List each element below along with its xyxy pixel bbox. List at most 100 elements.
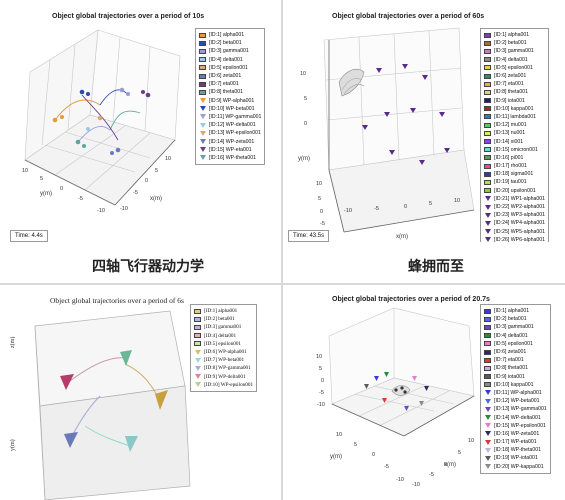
color-swatch <box>484 365 491 371</box>
legend-label: [ID:7] WP-beta001 <box>204 357 245 364</box>
z-axis-label: z(m) <box>9 337 16 348</box>
x-tick: -5 <box>133 190 138 196</box>
color-swatch <box>484 130 491 136</box>
legend-entry: [ID:19] tau001 <box>484 178 545 186</box>
triangle-marker-icon <box>195 374 201 380</box>
legend-label: [ID:16] WP-theta001 <box>209 154 256 161</box>
triangle-marker-icon <box>200 122 206 128</box>
legend-label: [ID:24] WP4-alpha001 <box>494 220 546 227</box>
color-swatch <box>484 147 491 153</box>
legend-label: [ID:10] WP-epsilon001 <box>204 381 254 388</box>
legend-entry: [ID:1] alpha001 <box>194 307 253 315</box>
triangle-marker-icon <box>485 220 491 226</box>
drone-markers <box>394 386 407 394</box>
color-swatch <box>199 40 206 46</box>
color-swatch <box>484 89 491 95</box>
waypoint-markers <box>364 372 429 411</box>
color-swatch <box>194 316 201 322</box>
quadrotor-markers <box>52 87 151 155</box>
legend-label: [ID:12] mu001 <box>494 122 527 129</box>
legend-entry: [ID:22] WP2-alpha001 <box>484 203 545 211</box>
triangle-marker-icon <box>195 349 201 355</box>
z-tick: 10 <box>316 354 322 360</box>
legend-label: [ID:2] beta001 <box>494 40 527 47</box>
legend-entry: [ID:14] WP-zeta001 <box>199 137 261 145</box>
legend-label: [ID:1] alpha001 <box>209 32 245 39</box>
triangle-marker-icon <box>485 196 491 202</box>
z-tick: 10 <box>300 71 306 77</box>
x-tick: 0 <box>444 462 447 468</box>
legend-entry: [ID:14] xi001 <box>484 137 545 145</box>
panel-title: Object global trajectories over a period… <box>52 13 205 20</box>
legend-entry: [ID:13] WP-gamma001 <box>484 405 547 413</box>
panel-6s: Object global trajectories over a period… <box>0 286 280 500</box>
legend-entry: [ID:12] WP-beta001 <box>484 397 547 405</box>
y-tick: -5 <box>320 221 325 227</box>
legend-label: [ID:13] WP-gamma001 <box>494 406 547 413</box>
triangle-marker-icon <box>195 357 201 363</box>
legend-entry: [ID:11] WP-gamma001 <box>199 113 261 121</box>
triangle-marker-icon <box>200 130 206 136</box>
panel-title: Object global trajectories over a period… <box>50 296 184 305</box>
color-swatch <box>199 73 206 79</box>
triangle-marker-icon <box>200 106 206 112</box>
legend-label: [ID:4] delta001 <box>204 332 237 339</box>
legend-entry: [ID:7] eta001 <box>484 80 545 88</box>
legend-entry: [ID:21] WP1-alpha001 <box>484 195 545 203</box>
legend-label: [ID:3] gamma001 <box>209 48 249 55</box>
legend-label: [ID:1] alpha001 <box>494 308 530 315</box>
color-swatch <box>484 32 491 38</box>
legend-entry: [ID:13] nu001 <box>484 129 545 137</box>
y-tick: 5 <box>354 442 357 448</box>
triangle-marker-icon <box>195 365 201 371</box>
legend-label: [ID:15] omicron001 <box>494 146 538 153</box>
legend-entry: [ID:7] WP-beta001 <box>194 356 253 364</box>
x-tick: 0 <box>145 178 148 184</box>
legend-entry: [ID:16] WP-zeta001 <box>484 430 547 438</box>
triangle-marker-icon <box>485 464 491 470</box>
legend-label: [ID:9] iota001 <box>494 373 525 380</box>
legend-entry: [ID:16] pi001 <box>484 154 545 162</box>
legend-label: [ID:16] pi001 <box>494 154 524 161</box>
legend-entry: [ID:24] WP4-alpha001 <box>484 219 545 227</box>
color-swatch <box>484 341 491 347</box>
legend-label: [ID:1] alpha001 <box>494 32 530 39</box>
legend-entry: [ID:1] alpha001 <box>484 31 545 39</box>
legend-entry: [ID:11] WP-alpha001 <box>484 389 547 397</box>
y-tick: 0 <box>320 209 323 215</box>
legend-entry: [ID:8] theta001 <box>199 88 261 96</box>
legend-entry: [ID:9] iota001 <box>484 97 545 105</box>
legend-label: [ID:8] theta001 <box>494 89 529 96</box>
legend-label: [ID:19] tau001 <box>494 179 527 186</box>
legend-entry: [ID:16] WP-theta001 <box>199 154 261 162</box>
triangle-marker-icon <box>485 423 491 429</box>
legend-label: [ID:15] WP-epsilon001 <box>494 422 546 429</box>
legend-entry: [ID:3] gamma001 <box>194 323 253 331</box>
color-swatch <box>199 48 206 54</box>
triangle-marker-icon <box>485 455 491 461</box>
legend-entry: [ID:7] eta001 <box>199 80 261 88</box>
time-readout: Time: 43.5s <box>288 230 330 242</box>
color-swatch <box>484 349 491 355</box>
legend: [ID:1] alpha001 [ID:2] beta001 [ID:3] gamm… <box>480 304 551 474</box>
legend-label: [ID:10] WP-beta001 <box>209 105 255 112</box>
triangle-marker-icon <box>485 439 491 445</box>
legend-label: [ID:2] beta001 <box>494 316 527 323</box>
triangle-marker-icon <box>485 398 491 404</box>
legend-entry: [ID:26] WP6-alpha001 <box>484 236 545 242</box>
x-tick: -10 <box>344 208 352 214</box>
panel-20s: Object global trajectories over a period… <box>284 286 565 500</box>
triangle-marker-icon <box>485 406 491 412</box>
legend-label: [ID:21] WP1-alpha001 <box>494 195 546 202</box>
swarm-cluster <box>338 69 365 97</box>
legend-label: [ID:6] zeta001 <box>494 349 527 356</box>
legend-label: [ID:11] WP-alpha001 <box>494 389 542 396</box>
panel-swarming: Object global trajectories over a period… <box>284 0 565 242</box>
legend-label: [ID:9] WP-delta001 <box>204 373 246 380</box>
triangle-marker-icon <box>485 204 491 210</box>
legend-entry: [ID:15] omicron001 <box>484 146 545 154</box>
legend-label: [ID:4] delta001 <box>209 56 243 63</box>
legend-entry: [ID:10] kappa001 <box>484 381 547 389</box>
color-swatch <box>484 114 491 120</box>
legend-label: [ID:14] WP-delta001 <box>494 414 541 421</box>
